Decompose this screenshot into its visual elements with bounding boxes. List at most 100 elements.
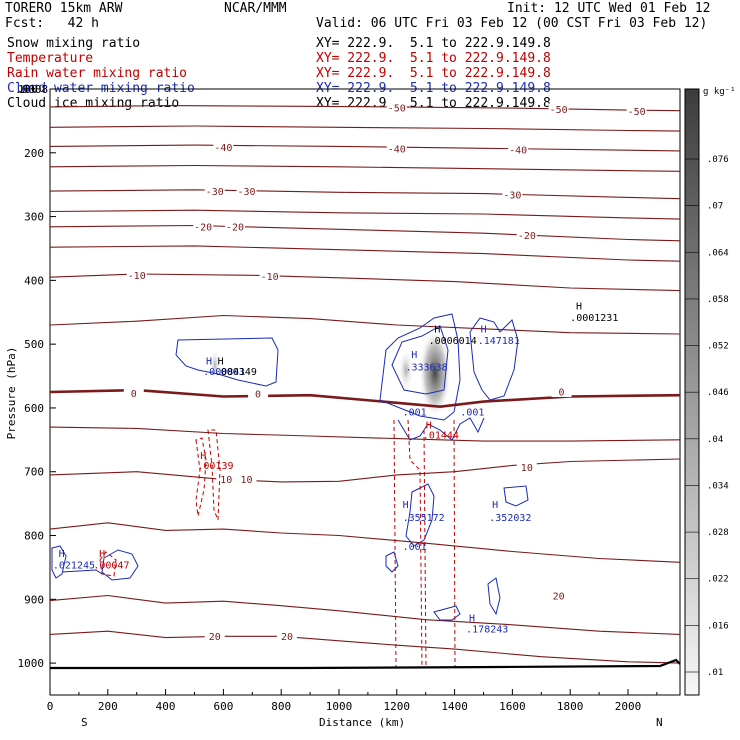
cloud-water-contour-right bbox=[469, 317, 519, 401]
isotherm-label-bg bbox=[248, 387, 269, 399]
isotherm-label: -20 bbox=[518, 231, 536, 242]
isotherm-m50 bbox=[49, 105, 681, 112]
isotherm-10 bbox=[49, 458, 681, 483]
contour-extreme-label: H bbox=[481, 325, 487, 336]
colorbar-tick-label: .058 bbox=[707, 295, 729, 305]
isotherm-20 bbox=[49, 594, 681, 635]
cloud-water-contour-main bbox=[379, 313, 461, 421]
colorbar-ticks: .076 .07 .064 .058 .052 .046 .04 .034 .028 .022 .0… bbox=[685, 155, 729, 678]
isotherm-label: -30 bbox=[206, 187, 224, 198]
isotherm-label-bg bbox=[126, 269, 147, 281]
plot-frame bbox=[49, 88, 681, 696]
colorbar-tick-label: .028 bbox=[707, 528, 729, 538]
isotherm-label-bg bbox=[224, 220, 245, 232]
temperature-isotherms bbox=[49, 105, 681, 664]
contour-extreme-label: H bbox=[59, 549, 65, 560]
field-xy-snow: XY= 222.9. 5.1 to 222.9.149.8 bbox=[316, 36, 551, 51]
cloud-water-contour-low3 bbox=[385, 551, 399, 573]
isotherm-label-bg bbox=[626, 105, 647, 117]
contour-extreme-label: H bbox=[492, 500, 498, 511]
contour-extreme-label: H bbox=[99, 549, 105, 560]
contour-extreme-label: .0001231 bbox=[570, 313, 618, 324]
isotherm-m45 bbox=[49, 125, 681, 132]
x-axis-title: Distance (km) bbox=[319, 716, 405, 729]
isotherm-label-bg bbox=[551, 386, 572, 397]
annotations: H.000841H.000349H.0006014H.333638H.14718… bbox=[53, 302, 618, 636]
isotherm-label-bg bbox=[236, 473, 257, 485]
contour-extreme-label: .0006014 bbox=[429, 336, 477, 347]
isotherm-label-bg bbox=[216, 473, 237, 485]
field-xy-rain: XY= 222.9. 5.1 to 222.9.149.8 bbox=[316, 66, 551, 81]
isotherm-label: -10 bbox=[128, 271, 146, 282]
colorbar-tick-label: .022 bbox=[707, 575, 729, 585]
field-name-temperature: Temperature bbox=[7, 51, 94, 66]
isotherm-m40 bbox=[49, 144, 681, 152]
rain-contour-center-3 bbox=[423, 429, 427, 669]
colorbar: .076 .07 .064 .058 .052 .046 .04 .034 .028 .022 .0… bbox=[684, 87, 736, 696]
contour-extreme-label: H bbox=[426, 420, 432, 431]
contour-extreme-label: .178243 bbox=[466, 624, 508, 635]
x-tick-label: 200 bbox=[98, 700, 118, 713]
cloud-water-contour-main-inner bbox=[391, 325, 449, 395]
snow-core-main bbox=[419, 328, 451, 418]
y-tick-100: 100 bbox=[18, 83, 38, 96]
isotherm-label: 20 bbox=[209, 632, 221, 643]
contour-extreme-label: .355172 bbox=[403, 513, 445, 524]
model-label: TORERO 15km ARW bbox=[5, 1, 123, 16]
colorbar-tick-label: .064 bbox=[707, 248, 729, 258]
colorbar-tick-label: .046 bbox=[707, 388, 729, 398]
field-name-snow: Snow mixing ratio bbox=[7, 36, 141, 51]
contour-extreme-label: .021245 bbox=[53, 561, 95, 572]
contour-extreme-label: H bbox=[403, 500, 409, 511]
isotherm-label-bg bbox=[548, 103, 569, 115]
isotherm-label-bg bbox=[236, 185, 257, 197]
isotherm-label: -50 bbox=[628, 107, 646, 118]
x-tick-label: 1800 bbox=[557, 700, 584, 713]
x-tick-label: 600 bbox=[213, 700, 233, 713]
cloud-water-contour-low1 bbox=[405, 483, 435, 547]
contour-extreme-label: H bbox=[200, 451, 206, 462]
isotherm-label-bg bbox=[123, 387, 144, 399]
y-tick-label: 900 bbox=[24, 593, 44, 606]
x-tick-label: 2000 bbox=[615, 700, 642, 713]
init-label: Init: 12 UTC Wed 01 Feb 12 bbox=[507, 1, 711, 16]
cloud-water-contours bbox=[51, 313, 529, 621]
y-tick-label: 300 bbox=[24, 211, 44, 224]
isotherm-label: 10 bbox=[521, 463, 533, 474]
x-tick-label: 1400 bbox=[441, 700, 468, 713]
contour-extreme-label: .001 bbox=[403, 408, 427, 419]
isotherm-m15 bbox=[49, 245, 681, 262]
rain-contour-center-1 bbox=[393, 419, 397, 669]
isotherm-label: 0 bbox=[558, 388, 564, 399]
contour-extreme-label: .147181 bbox=[478, 336, 520, 347]
y-tick-label: 400 bbox=[24, 274, 44, 287]
isotherm-labels: -50 -50 -50 -40 -40 -40 -30 -30 -30 -20 -20 -20 -10 -… bbox=[123, 102, 647, 643]
isotherm-label: 0 bbox=[255, 389, 261, 400]
colorbar-tick-label: .076 bbox=[707, 155, 729, 165]
isotherm-label: -50 bbox=[550, 105, 568, 116]
y-axis-title: Pressure (hPa) bbox=[5, 347, 18, 440]
contour-extreme-label: .333638 bbox=[405, 362, 447, 373]
isotherm-label-bg bbox=[386, 102, 407, 114]
isotherm-m20 bbox=[49, 224, 681, 242]
cloud-water-contour-sfc-left bbox=[51, 545, 67, 579]
y-tick-label: 200 bbox=[24, 147, 44, 160]
isotherm-label: -40 bbox=[509, 146, 527, 157]
isotherm-label: -50 bbox=[388, 104, 406, 115]
isotherm-m5 bbox=[49, 314, 681, 335]
isotherm-25 bbox=[49, 630, 681, 664]
isotherm-label: 10 bbox=[240, 475, 252, 486]
isotherm-label-bg bbox=[204, 630, 225, 642]
isotherm-15 bbox=[49, 522, 681, 563]
cloud-water-contour-bottom bbox=[487, 577, 501, 616]
isotherm-label: -30 bbox=[237, 187, 255, 198]
isotherm-label: 0 bbox=[131, 389, 137, 400]
y-tick-label: 700 bbox=[24, 466, 44, 479]
contour-extreme-label: .000349 bbox=[215, 367, 257, 378]
isotherm-label: -10 bbox=[261, 272, 279, 283]
isotherm-m25 bbox=[49, 209, 681, 220]
colorbar-unit: g kg⁻¹ bbox=[703, 87, 736, 97]
x-tick-label: 800 bbox=[271, 700, 291, 713]
rain-contour-center-4 bbox=[453, 419, 456, 669]
x-tick-label: 1200 bbox=[384, 700, 411, 713]
